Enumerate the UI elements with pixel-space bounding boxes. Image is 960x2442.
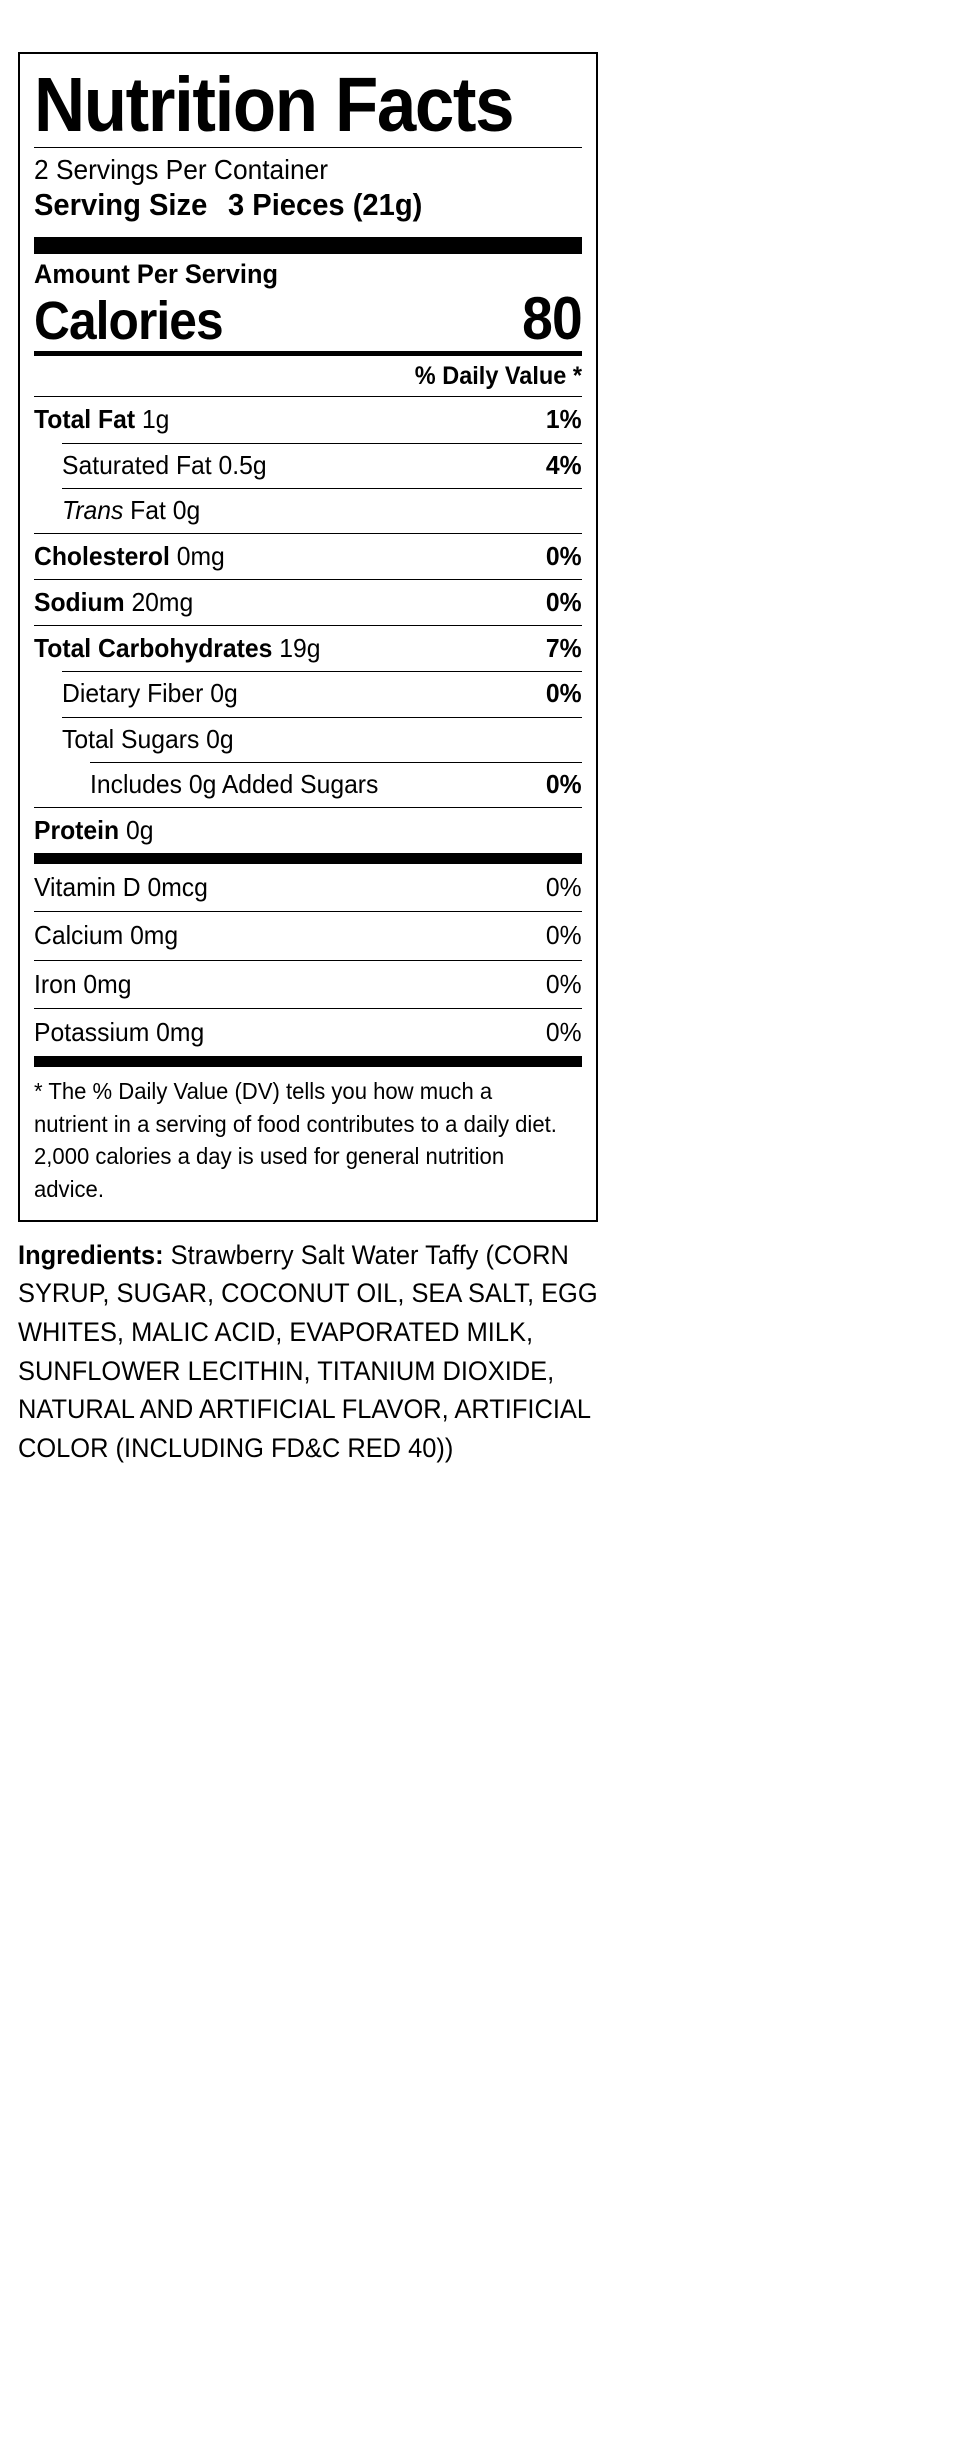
nutrient-daily-value: 0% xyxy=(546,587,582,618)
nutrition-facts-box: Nutrition Facts 2 Servings Per Container… xyxy=(18,52,598,1222)
daily-value-footnote: * The % Daily Value (DV) tells you how m… xyxy=(34,1077,557,1202)
nutrient-label: Trans Fat 0g xyxy=(62,494,201,525)
nutrient-label: Sodium 20mg xyxy=(34,587,194,618)
vitamin-row: Iron 0mg 0% xyxy=(34,959,582,1008)
nutrient-row: Sodium 20mg 0% xyxy=(34,579,582,625)
vitamin-row: Potassium 0mg 0% xyxy=(34,1007,582,1056)
nutrient-row: Total Carbohydrates 19g 7% xyxy=(34,625,582,671)
nutrient-daily-value: 0% xyxy=(546,678,582,709)
ingredients-block: Ingredients: Strawberry Salt Water Taffy… xyxy=(18,1236,598,1468)
servings-per-container: 2 Servings Per Container xyxy=(34,154,329,186)
nutrient-table: Total Fat 1g 1% Saturated Fat 0.5g 4% Trans … xyxy=(34,396,582,853)
calories-label: Calories xyxy=(34,291,224,352)
nutrient-row: Total Fat 1g 1% xyxy=(34,396,582,442)
nutrition-label-wrapper: Nutrition Facts 2 Servings Per Container… xyxy=(18,52,598,1468)
nutrient-name: Protein xyxy=(34,815,120,846)
nutrient-name: Total Carbohydrates xyxy=(34,633,273,664)
nutrient-row: Trans Fat 0g xyxy=(34,487,582,533)
nutrient-label: Dietary Fiber 0g xyxy=(62,678,238,709)
ingredients-label: Ingredients: xyxy=(18,1239,164,1270)
vitamin-row: Calcium 0mg 0% xyxy=(34,911,582,959)
nutrient-daily-value: 1% xyxy=(546,404,582,435)
nutrient-name-italic: Trans xyxy=(62,494,124,525)
calories-row: Calories 80 xyxy=(34,285,583,353)
vitamin-label: Potassium 0mg xyxy=(34,1016,205,1047)
thick-divider-top xyxy=(34,236,582,254)
nutrient-daily-value: 0% xyxy=(546,768,582,799)
nutrient-daily-value: 7% xyxy=(546,633,582,664)
nutrient-row: Cholesterol 0mg 0% xyxy=(34,532,582,579)
nutrient-row: Saturated Fat 0.5g 4% xyxy=(34,442,582,488)
nutrient-row: Protein 0g xyxy=(34,807,582,853)
nutrient-name: Total Fat xyxy=(34,404,136,435)
nutrient-daily-value: 4% xyxy=(546,449,582,480)
vitamin-row: Vitamin D 0mcg 0% xyxy=(34,864,582,911)
nutrient-label: Total Carbohydrates 19g xyxy=(34,633,321,664)
serving-size-value: 3 Pieces (21g) xyxy=(227,187,423,223)
serving-size-row: Serving Size 3 Pieces (21g) xyxy=(34,186,549,229)
serving-size-label: Serving Size xyxy=(34,187,208,223)
nutrient-label: Saturated Fat 0.5g xyxy=(62,449,267,480)
daily-value-header: % Daily Value * xyxy=(414,362,582,391)
vitamin-label: Vitamin D 0mcg xyxy=(34,872,208,903)
vitamin-daily-value: 0% xyxy=(546,872,582,903)
nutrient-name: Cholesterol xyxy=(34,540,170,571)
vitamin-daily-value: 0% xyxy=(546,1016,582,1047)
nutrient-name: Sodium xyxy=(34,587,125,618)
page-title: Nutrition Facts xyxy=(34,62,515,148)
calories-value: 80 xyxy=(522,285,582,353)
nutrient-label: Total Fat 1g xyxy=(34,404,170,435)
nutrient-label: Includes 0g Added Sugars xyxy=(90,768,379,799)
title-divider xyxy=(34,147,582,149)
thick-divider-footnote xyxy=(34,1055,582,1067)
nutrient-label: Cholesterol 0mg xyxy=(34,540,225,571)
amount-per-serving-label: Amount Per Serving xyxy=(34,258,278,289)
nutrient-label: Protein 0g xyxy=(34,815,154,846)
vitamin-table: Vitamin D 0mcg 0% Calcium 0mg 0% Iron 0mg 0% P… xyxy=(34,864,582,1056)
nutrient-daily-value: 0% xyxy=(546,540,582,571)
nutrient-row: Total Sugars 0g xyxy=(34,716,582,762)
nutrient-row: Includes 0g Added Sugars 0% xyxy=(34,761,582,807)
nutrient-label: Total Sugars 0g xyxy=(62,723,234,754)
calories-divider xyxy=(34,351,582,357)
vitamin-daily-value: 0% xyxy=(546,968,582,999)
ingredients-text: Strawberry Salt Water Taffy (CORN SYRUP,… xyxy=(18,1239,598,1464)
thick-divider-vitamins xyxy=(34,853,582,865)
vitamin-label: Iron 0mg xyxy=(34,968,132,999)
vitamin-label: Calcium 0mg xyxy=(34,920,179,951)
vitamin-daily-value: 0% xyxy=(546,920,582,951)
nutrient-row: Dietary Fiber 0g 0% xyxy=(34,671,582,716)
